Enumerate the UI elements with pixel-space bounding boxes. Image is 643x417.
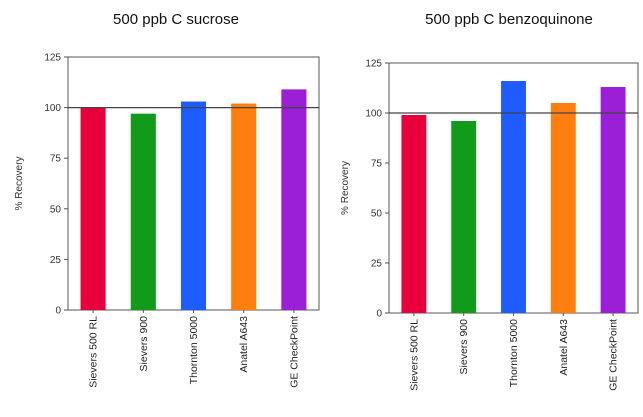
chart-title: 500 ppb C sucrose <box>113 11 239 28</box>
chart-sucrose: 500 ppb C sucrose 0 25 50 75 100 125 % Recovery… <box>14 11 320 388</box>
x-category-label: Thornton 5000 <box>188 316 200 384</box>
y-tick-label: 100 <box>365 109 382 120</box>
bar-thornton-5000 <box>180 101 207 310</box>
y-axis-label: % Recovery <box>340 161 351 215</box>
x-category-label: Sievers 900 <box>458 319 470 375</box>
x-category-label: Sievers 500 RL <box>88 316 100 388</box>
x-category-label: Anatel A643 <box>558 319 570 376</box>
y-tick-label: 0 <box>55 306 61 317</box>
bar-ge-checkpoint <box>600 87 626 313</box>
bar-sievers-500-rl <box>401 115 427 313</box>
y-tick-label: 125 <box>44 53 61 64</box>
bar-thornton-5000 <box>501 81 526 313</box>
bar-anatel-a643 <box>550 103 576 313</box>
y-axis-label: % Recovery <box>14 157 25 211</box>
chart-benzoquinone: 500 ppb C benzoquinone 0 25 50 75 100 125 % Rec… <box>340 11 639 391</box>
chart-title: 500 ppb C benzoquinone <box>425 11 593 28</box>
x-category-label: Thornton 5000 <box>508 319 520 387</box>
y-tick-label: 0 <box>376 309 382 320</box>
bar-ge-checkpoint <box>281 89 307 310</box>
y-tick-label: 125 <box>365 59 382 70</box>
x-category-label: GE CheckPoint <box>608 319 620 391</box>
y-tick-label: 25 <box>371 259 383 270</box>
y-tick-label: 50 <box>371 209 383 220</box>
x-category-label: Anatel A643 <box>238 316 250 373</box>
x-category-label: GE CheckPoint <box>288 316 300 388</box>
x-category-label: Sievers 900 <box>138 316 150 372</box>
bar-sievers-500-rl <box>80 107 106 310</box>
x-category-label: Sievers 500 RL <box>408 319 420 391</box>
bar-sievers-900 <box>451 121 477 313</box>
bar-anatel-a643 <box>231 103 257 310</box>
y-tick-label: 25 <box>50 255 62 266</box>
y-tick-label: 100 <box>44 103 61 114</box>
y-tick-label: 50 <box>50 204 62 215</box>
y-tick-label: 75 <box>371 159 383 170</box>
bar-sievers-900 <box>130 113 156 310</box>
y-tick-label: 75 <box>50 154 62 165</box>
